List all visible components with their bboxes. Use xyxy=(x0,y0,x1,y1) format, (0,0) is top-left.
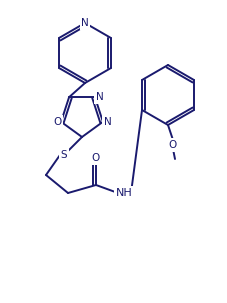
Text: O: O xyxy=(53,117,61,127)
Text: S: S xyxy=(60,150,67,160)
Text: O: O xyxy=(91,153,100,163)
Text: N: N xyxy=(96,92,103,102)
Text: N: N xyxy=(104,117,111,127)
Text: NH: NH xyxy=(115,188,132,198)
Text: N: N xyxy=(81,18,89,28)
Text: O: O xyxy=(168,140,176,150)
